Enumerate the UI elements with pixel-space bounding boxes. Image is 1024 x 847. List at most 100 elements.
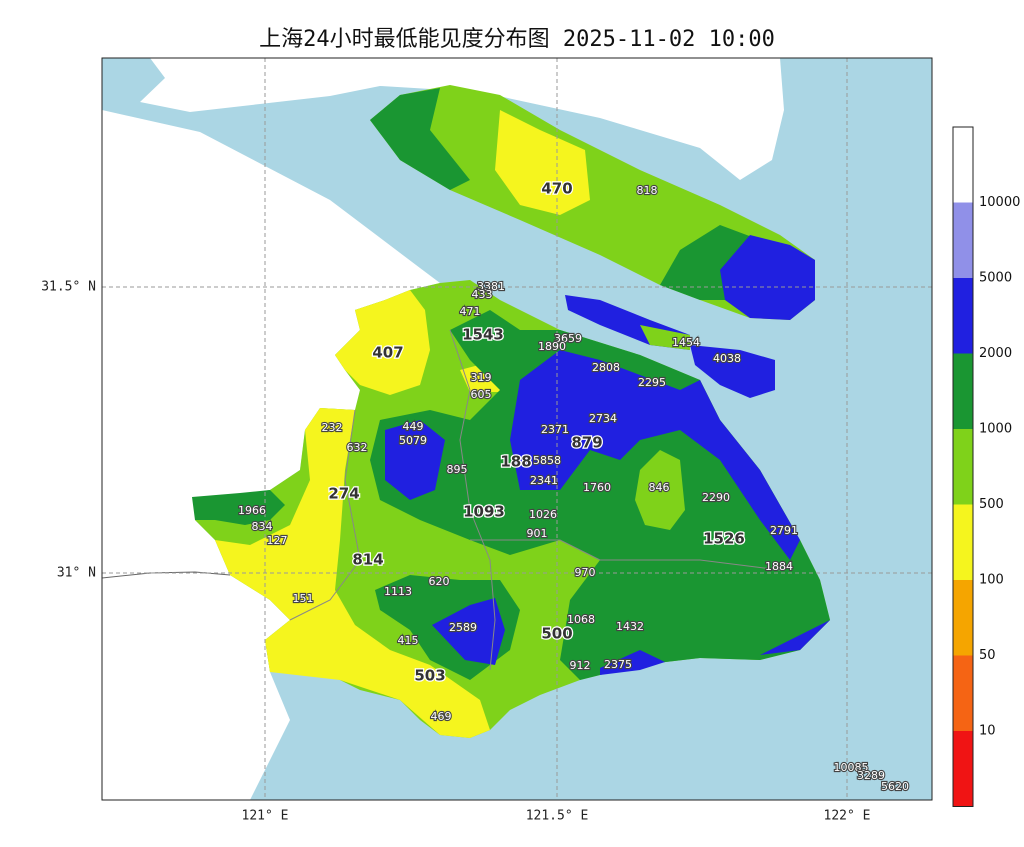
legend-label: 500 <box>979 497 1004 512</box>
map-frame <box>101 57 933 801</box>
station-value: 912 <box>570 659 591 672</box>
station-value: 1890 <box>538 340 566 353</box>
zone-dark-green <box>192 490 285 525</box>
station-value: 1760 <box>583 481 611 494</box>
station-value: 2791 <box>770 524 798 537</box>
legend-label: 10000 <box>979 195 1020 210</box>
colorbar-swatch <box>953 504 973 580</box>
station-value: 2375 <box>604 658 632 671</box>
station-value: 10085 <box>834 761 869 774</box>
station-value-major: 188 <box>500 453 531 471</box>
station-value: 2295 <box>638 376 666 389</box>
legend-label: 100 <box>979 573 1004 588</box>
station-value-major: 1543 <box>462 326 504 344</box>
zone-blue <box>432 598 505 665</box>
station-value: 3289 <box>857 769 885 782</box>
station-value: 834 <box>252 520 273 533</box>
zone-yellow <box>495 110 590 215</box>
station-value-major: 503 <box>414 667 445 685</box>
map-body <box>102 58 932 800</box>
station-value-major: 407 <box>372 344 403 362</box>
west-land <box>102 110 440 800</box>
station-value: 620 <box>429 575 450 588</box>
legend-label: 10 <box>979 724 996 739</box>
colorbar-frame <box>952 126 974 807</box>
station-value: 818 <box>637 184 658 197</box>
zone-blue <box>720 235 815 320</box>
station-value: 3381 <box>477 280 505 293</box>
zone-blue <box>510 350 800 560</box>
station-value-major: 1526 <box>703 530 745 548</box>
station-value: 2290 <box>702 491 730 504</box>
district-border <box>470 539 781 571</box>
station-value: 3659 <box>554 332 582 345</box>
station-value: 469 <box>431 710 452 723</box>
zone-yellow <box>335 290 430 395</box>
station-value: 605 <box>471 388 492 401</box>
zone-blue <box>600 650 665 675</box>
station-value: 1454 <box>672 336 700 349</box>
station-value: 2589 <box>449 621 477 634</box>
colorbar-swatch <box>953 278 973 354</box>
station-value: 449 <box>403 420 424 433</box>
station-value-major: 470 <box>541 180 572 198</box>
station-value: 2734 <box>589 412 617 425</box>
zone-green <box>635 450 685 530</box>
station-value: 127 <box>267 534 288 547</box>
lat-label: 31° N <box>57 566 96 581</box>
station-value: 901 <box>527 527 548 540</box>
station-value: 2341 <box>530 474 558 487</box>
station-value: 415 <box>398 634 419 647</box>
zone-dark-green <box>370 310 830 680</box>
station-value: 4038 <box>713 352 741 365</box>
zone-dark-green <box>370 88 470 190</box>
lon-label: 121.5° E <box>526 809 589 824</box>
colorbar-swatch <box>953 353 973 429</box>
district-border <box>289 409 361 621</box>
legend-label: 2000 <box>979 346 1012 361</box>
lon-label: 121° E <box>242 809 289 824</box>
station-value: 2808 <box>592 361 620 374</box>
colorbar-swatch <box>953 580 973 656</box>
station-value: 846 <box>649 481 670 494</box>
station-value-major: 500 <box>541 625 572 643</box>
station-value-major: 274 <box>328 485 359 503</box>
station-value: 319 <box>471 371 492 384</box>
colorbar-swatch <box>953 202 973 278</box>
station-value-major: 1093 <box>463 503 505 521</box>
station-value: 232 <box>322 421 343 434</box>
graticule <box>102 58 932 800</box>
station-value: 151 <box>293 592 314 605</box>
legend-label: 50 <box>979 648 996 663</box>
legend-label: 5000 <box>979 271 1012 286</box>
station-value-major: 814 <box>352 551 383 569</box>
zone-blue <box>760 620 830 655</box>
north-bank <box>102 58 932 180</box>
legend-label: 1000 <box>979 422 1012 437</box>
district-border <box>449 329 496 671</box>
station-value: 2371 <box>541 423 569 436</box>
station-value: 5620 <box>881 780 909 793</box>
station-value: 1966 <box>238 504 266 517</box>
station-value: 1113 <box>384 585 412 598</box>
lat-label: 31.5° N <box>41 280 96 295</box>
station-value: 471 <box>460 305 481 318</box>
colorbar-swatch <box>953 429 973 505</box>
zone-yellow <box>215 408 490 738</box>
station-value-major: 879 <box>571 434 602 452</box>
colorbar: 10000 5000 2000 1000 500 100 50 10 <box>952 126 1020 807</box>
station-value: 1068 <box>567 613 595 626</box>
station-value: 632 <box>347 441 368 454</box>
station-value: 5858 <box>533 454 561 467</box>
station-value: 1884 <box>765 560 793 573</box>
station-value: 5079 <box>399 434 427 447</box>
colorbar-swatch <box>953 655 973 731</box>
island-small-zone <box>640 325 690 350</box>
map-title: 上海24小时最低能见度分布图 2025-11-02 10:00 <box>259 27 775 52</box>
station-value: 433 <box>472 288 493 301</box>
colorbar-swatch <box>953 731 973 807</box>
colorbar-swatch <box>953 127 973 203</box>
